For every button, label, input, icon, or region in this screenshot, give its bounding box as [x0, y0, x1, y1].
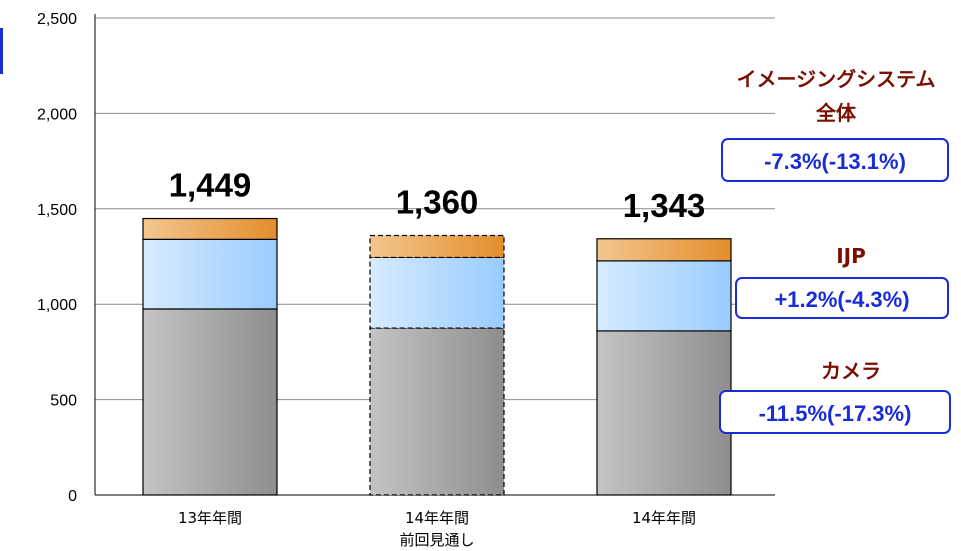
y-tick-label: 1,000: [37, 297, 77, 314]
y-tick-label: 1,500: [37, 202, 77, 219]
left-accent-mark: [0, 28, 3, 74]
annotation-camera-value: -11.5%(-17.3%): [759, 401, 912, 426]
x-tick-label: 14年年間: [632, 509, 696, 527]
x-tick-label-line2: 前回見通し: [399, 531, 474, 549]
bar-segment: [369, 234, 505, 259]
bar-segment: [596, 238, 732, 262]
total-labels: 1,449 1,360 1,343: [169, 167, 706, 224]
x-tick-label: 13年年間: [178, 509, 242, 527]
y-tick-label: 2,000: [37, 106, 77, 123]
annotation-ijp-box: [735, 277, 949, 319]
y-tick-label: 500: [50, 393, 77, 410]
annotation-camera-label: カメラ: [821, 359, 881, 383]
y-tick-label: 0: [68, 488, 77, 505]
annotation-ijp: IJP +1.2%(-4.3%): [735, 244, 949, 319]
total-label: 1,343: [623, 187, 706, 224]
total-label: 1,449: [169, 167, 252, 204]
annotation-total-box: [721, 138, 949, 182]
annotation-camera-box: [719, 390, 951, 434]
annotation-total-label-2: 全体: [815, 101, 857, 125]
x-tick-label: 14年年間: [405, 509, 469, 527]
bar-segment: [369, 256, 505, 329]
total-label: 1,360: [396, 184, 479, 221]
y-tick-label: 2,500: [37, 11, 77, 28]
annotation-total-label-1: イメージングシステム: [737, 67, 936, 91]
bar-segment: [596, 330, 732, 496]
annotation-camera: カメラ -11.5%(-17.3%): [719, 359, 951, 434]
bar-segment: [142, 217, 278, 240]
annotation-total-value: -7.3%(-13.1%): [764, 149, 906, 174]
bar-segment: [142, 238, 278, 310]
annotation-total: イメージングシステム 全体 -7.3%(-13.1%): [721, 67, 949, 182]
bar-segment: [369, 327, 505, 496]
annotation-ijp-value: +1.2%(-4.3%): [774, 287, 909, 312]
bar-segment: [142, 308, 278, 496]
bar-segment: [596, 260, 732, 332]
bars: [142, 217, 732, 496]
annotation-ijp-label: IJP: [836, 244, 866, 268]
